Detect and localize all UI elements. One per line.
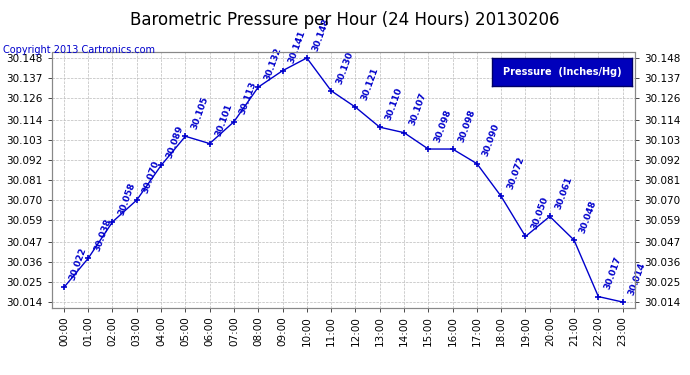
Text: Barometric Pressure per Hour (24 Hours) 20130206: Barometric Pressure per Hour (24 Hours) … (130, 11, 560, 29)
Text: 30.113: 30.113 (238, 81, 258, 116)
Text: 30.101: 30.101 (214, 103, 234, 138)
Text: 30.107: 30.107 (408, 92, 428, 127)
Text: 30.090: 30.090 (481, 123, 501, 158)
Text: 30.089: 30.089 (165, 124, 186, 160)
Text: 30.050: 30.050 (530, 196, 550, 231)
Text: 30.148: 30.148 (311, 17, 331, 53)
Text: 30.058: 30.058 (117, 181, 137, 216)
Text: 30.070: 30.070 (141, 159, 161, 195)
Text: 30.098: 30.098 (457, 108, 477, 144)
Text: 30.105: 30.105 (190, 95, 210, 131)
Text: 30.110: 30.110 (384, 86, 404, 122)
Text: 30.121: 30.121 (359, 66, 380, 102)
Text: 30.048: 30.048 (578, 199, 598, 234)
Text: 30.022: 30.022 (68, 246, 88, 282)
Text: 30.038: 30.038 (92, 217, 112, 253)
Text: 30.141: 30.141 (287, 30, 307, 65)
Text: 30.014: 30.014 (627, 261, 647, 297)
Text: 30.130: 30.130 (335, 50, 355, 85)
Text: 30.061: 30.061 (554, 176, 574, 211)
Text: 30.017: 30.017 (602, 255, 623, 291)
Text: 30.132: 30.132 (262, 46, 283, 81)
Text: 30.098: 30.098 (433, 108, 453, 144)
Text: 30.072: 30.072 (505, 155, 526, 191)
Text: Copyright 2013 Cartronics.com: Copyright 2013 Cartronics.com (3, 45, 155, 55)
